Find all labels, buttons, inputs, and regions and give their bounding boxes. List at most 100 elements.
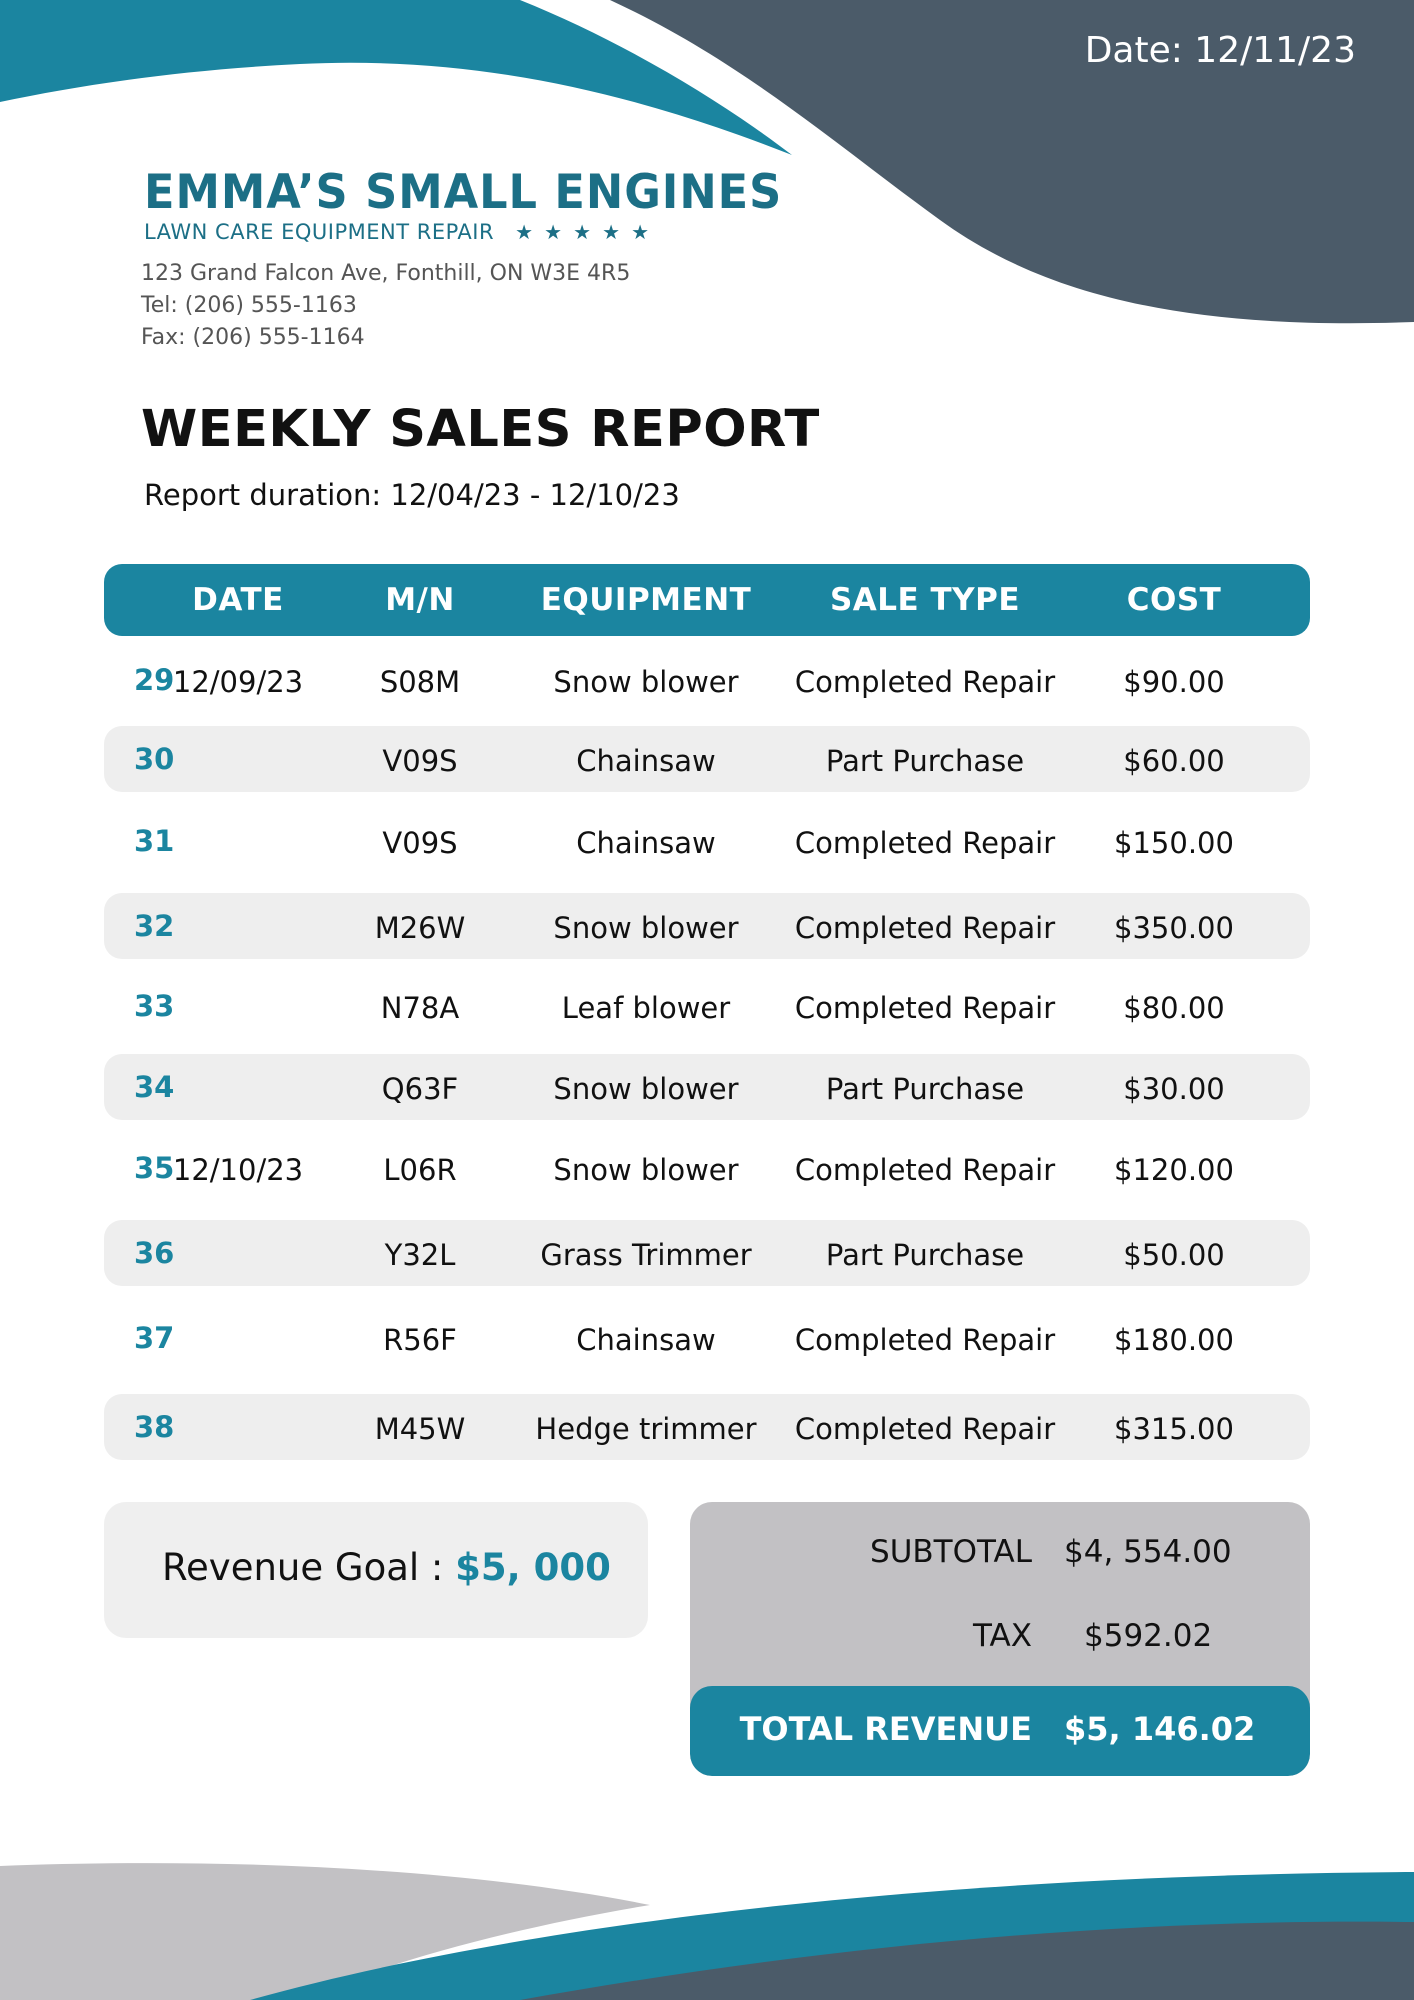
table-row: 30 V09S Chainsaw Part Purchase $60.00	[104, 726, 1310, 792]
row-number: 34	[134, 1070, 175, 1104]
cell-mn: M26W	[374, 911, 466, 945]
table-row: 34 Q63F Snow blower Part Purchase $30.00	[104, 1054, 1310, 1120]
header-sale-type: SALE TYPE	[829, 582, 1021, 618]
cell-sale-type: Completed Repair	[794, 1412, 1056, 1446]
cell-sale-type: Completed Repair	[794, 1323, 1056, 1357]
subtotal-label: SUBTOTAL	[870, 1534, 1032, 1570]
cell-cost: $60.00	[1123, 744, 1225, 778]
revenue-goal-box: Revenue Goal : $5, 000	[104, 1502, 648, 1638]
row-number: 35	[134, 1151, 175, 1185]
cell-sale-type: Completed Repair	[794, 665, 1056, 699]
total-revenue-label: TOTAL REVENUE	[739, 1710, 1032, 1748]
cell-mn: Y32L	[384, 1238, 456, 1272]
report-date: Date: 12/11/23	[1084, 30, 1356, 71]
table-row: 37 R56F Chainsaw Completed Repair $180.00	[104, 1305, 1310, 1371]
star-icon: ★	[602, 220, 621, 244]
table-row: 33 N78A Leaf blower Completed Repair $80.00	[104, 973, 1310, 1039]
revenue-goal: Revenue Goal : $5, 000	[162, 1546, 611, 1589]
page-title: WEEKLY SALES REPORT	[141, 400, 820, 459]
cell-cost: $180.00	[1114, 1323, 1234, 1357]
row-number: 32	[134, 909, 175, 943]
header-mn: M/N	[385, 582, 455, 618]
header-cost: COST	[1126, 582, 1222, 618]
row-number: 30	[134, 742, 175, 776]
cell-cost: $80.00	[1123, 991, 1225, 1025]
cell-sale-type: Completed Repair	[794, 1153, 1056, 1187]
row-number: 29	[134, 663, 175, 697]
total-revenue-value: $5, 146.02	[1064, 1710, 1256, 1748]
cell-mn: M45W	[374, 1412, 466, 1446]
star-icon: ★	[631, 220, 650, 244]
top-dark-wave	[610, 0, 1414, 324]
company-address: 123 Grand Falcon Ave, Fonthill, ON W3E 4…	[141, 261, 631, 286]
tax-value: $592.02	[1084, 1618, 1213, 1654]
summary-box: SUBTOTAL $4, 554.00 TAX $592.02 TOTAL RE…	[690, 1502, 1310, 1776]
cell-sale-type: Part Purchase	[825, 1072, 1025, 1106]
cell-cost: $120.00	[1114, 1153, 1234, 1187]
cell-equipment: Leaf blower	[561, 991, 731, 1025]
cell-equipment: Snow blower	[553, 665, 739, 699]
cell-sale-type: Part Purchase	[825, 1238, 1025, 1272]
row-number: 37	[134, 1321, 175, 1355]
cell-cost: $315.00	[1114, 1412, 1234, 1446]
revenue-goal-value: $5, 000	[455, 1546, 611, 1589]
logo-stars: ★ ★ ★ ★ ★	[506, 222, 651, 242]
company-fax: Fax: (206) 555-1164	[141, 325, 365, 350]
cell-cost: $50.00	[1123, 1238, 1225, 1272]
cell-equipment: Hedge trimmer	[535, 1412, 757, 1446]
company-logo: EMMA’S SMALL ENGINES LAWN CARE EQUIPMENT…	[144, 165, 816, 245]
row-number: 38	[134, 1410, 175, 1444]
cell-cost: $150.00	[1114, 826, 1234, 860]
cell-cost: $30.00	[1123, 1072, 1225, 1106]
cell-date: 12/10/23	[172, 1153, 304, 1187]
table-row: 31 V09S Chainsaw Completed Repair $150.00	[104, 808, 1310, 874]
top-teal-wave	[0, 0, 792, 155]
cell-cost: $90.00	[1123, 665, 1225, 699]
logo-subline: LAWN CARE EQUIPMENT REPAIR ★ ★ ★ ★ ★	[144, 220, 816, 244]
revenue-goal-label: Revenue Goal :	[162, 1546, 456, 1589]
cell-sale-type: Completed Repair	[794, 911, 1056, 945]
header-date: DATE	[192, 582, 284, 618]
table-header: DATE M/N EQUIPMENT SALE TYPE COST	[104, 564, 1310, 636]
cell-equipment: Chainsaw	[576, 744, 716, 778]
tax-label: TAX	[973, 1618, 1032, 1654]
star-icon: ★	[544, 220, 563, 244]
logo-name: EMMA’S SMALL ENGINES	[144, 165, 783, 220]
row-number: 31	[134, 824, 175, 858]
cell-mn: N78A	[380, 991, 460, 1025]
cell-sale-type: Part Purchase	[825, 744, 1025, 778]
bottom-gray-wave	[0, 1863, 650, 2000]
cell-equipment: Grass Trimmer	[540, 1238, 752, 1272]
header-equipment: EQUIPMENT	[540, 582, 752, 618]
cell-equipment: Chainsaw	[576, 826, 716, 860]
cell-cost: $350.00	[1114, 911, 1234, 945]
cell-equipment: Snow blower	[553, 1153, 739, 1187]
table-row: 29 12/09/23 S08M Snow blower Completed Repai…	[104, 647, 1310, 713]
star-icon: ★	[573, 220, 592, 244]
company-tel: Tel: (206) 555-1163	[141, 293, 357, 318]
total-revenue-bar: TOTAL REVENUE $5, 146.02	[690, 1686, 1310, 1776]
cell-mn: L06R	[383, 1153, 457, 1187]
cell-sale-type: Completed Repair	[794, 826, 1056, 860]
row-number: 33	[134, 989, 175, 1023]
cell-mn: V09S	[382, 744, 458, 778]
cell-equipment: Snow blower	[553, 1072, 739, 1106]
star-icon: ★	[515, 220, 534, 244]
cell-equipment: Snow blower	[553, 911, 739, 945]
cell-mn: V09S	[382, 826, 458, 860]
table-row: 35 12/10/23 L06R Snow blower Completed Repai…	[104, 1135, 1310, 1201]
cell-date: 12/09/23	[172, 665, 304, 699]
logo-tagline: LAWN CARE EQUIPMENT REPAIR	[144, 220, 495, 244]
report-duration: Report duration: 12/04/23 - 12/10/23	[144, 478, 680, 512]
table-row: 36 Y32L Grass Trimmer Part Purchase $50.00	[104, 1220, 1310, 1286]
cell-equipment: Chainsaw	[576, 1323, 716, 1357]
subtotal-value: $4, 554.00	[1064, 1534, 1232, 1570]
cell-sale-type: Completed Repair	[794, 991, 1056, 1025]
table-row: 38 M45W Hedge trimmer Completed Repair $315.…	[104, 1394, 1310, 1460]
cell-mn: S08M	[379, 665, 461, 699]
table-row: 32 M26W Snow blower Completed Repair $350.00	[104, 893, 1310, 959]
cell-mn: R56F	[383, 1323, 457, 1357]
cell-mn: Q63F	[381, 1072, 459, 1106]
company-contact: 123 Grand Falcon Ave, Fonthill, ON W3E 4…	[141, 258, 630, 354]
